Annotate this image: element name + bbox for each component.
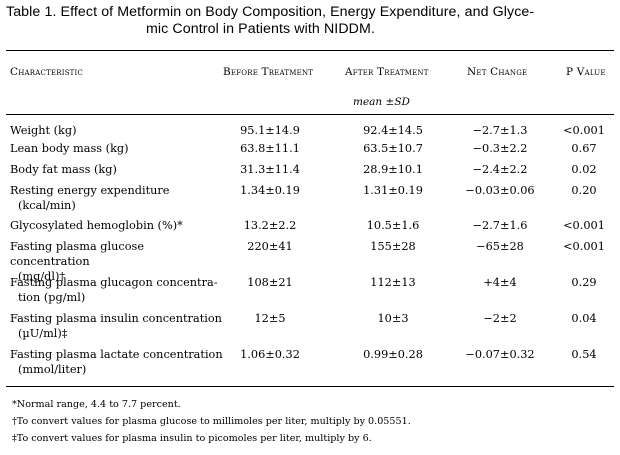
value-net-change: −0.07±0.32 xyxy=(465,348,535,361)
value-after: 92.4±14.5 xyxy=(363,124,423,137)
value-net-change: −2.7±1.3 xyxy=(472,124,528,137)
row-label: Lean body mass (kg) xyxy=(10,142,129,155)
value-net-change: −0.03±0.06 xyxy=(465,184,535,197)
row-label: Weight (kg) xyxy=(10,124,77,137)
value-after: 155±28 xyxy=(370,240,416,253)
value-net-change: −2.7±1.6 xyxy=(472,219,528,232)
value-net-change: −0.3±2.2 xyxy=(472,142,528,155)
row-label: Fasting plasma glucagon concentra-tion (… xyxy=(10,276,218,304)
value-before: 13.2±2.2 xyxy=(243,219,297,232)
value-p: 0.54 xyxy=(571,348,597,361)
value-before: 1.34±0.19 xyxy=(240,184,300,197)
value-before: 31.3±11.4 xyxy=(240,163,300,176)
row-label: Fasting plasma insulin concentration (µU/… xyxy=(10,312,222,340)
value-net-change: −65±28 xyxy=(476,240,524,253)
table-title: Table 1. Effect of Metformin on Body Com… xyxy=(6,4,612,38)
bottom-rule xyxy=(6,386,614,387)
value-after: 10±3 xyxy=(377,312,409,325)
table-title-line-2: mic Control in Patients with NIDDM. xyxy=(146,21,375,37)
footnote-hemoglobin: *Normal range, 4.4 to 7.7 percent. xyxy=(12,399,181,410)
row-label: Glycosylated hemoglobin (%)* xyxy=(10,219,183,232)
col-header-before: Before Treatment xyxy=(223,66,314,78)
col-header-net-change: Net Change xyxy=(467,66,528,78)
col-header-p-value: P Value xyxy=(566,66,606,78)
value-after: 0.99±0.28 xyxy=(363,348,423,361)
row-label: Body fat mass (kg) xyxy=(10,163,117,176)
value-p: <0.001 xyxy=(563,124,605,137)
table-title-line-1: Table 1. Effect of Metformin on Body Com… xyxy=(6,4,535,20)
value-after: 1.31±0.19 xyxy=(363,184,423,197)
value-p: 0.67 xyxy=(571,142,597,155)
value-after: 10.5±1.6 xyxy=(366,219,420,232)
value-before: 95.1±14.9 xyxy=(240,124,300,137)
row-label: Resting energy expenditure (kcal/min) xyxy=(10,184,170,212)
value-before: 1.06±0.32 xyxy=(240,348,300,361)
value-p: 0.29 xyxy=(571,276,597,289)
value-before: 12±5 xyxy=(254,312,286,325)
col-header-after: After Treatment xyxy=(345,66,429,78)
value-p: 0.04 xyxy=(571,312,597,325)
value-p: 0.02 xyxy=(571,163,597,176)
value-after: 112±13 xyxy=(370,276,416,289)
footnote-insulin: ‡To convert values for plasma insulin to… xyxy=(12,433,372,444)
top-rule xyxy=(6,50,614,51)
value-before: 63.8±11.1 xyxy=(240,142,300,155)
value-after: 63.5±10.7 xyxy=(363,142,423,155)
header-rule xyxy=(6,114,614,115)
subheader-mean-sd: mean ±SD xyxy=(353,96,410,108)
footnote-glucose: †To convert values for plasma glucose to… xyxy=(12,416,411,427)
value-p: 0.20 xyxy=(571,184,597,197)
value-p: <0.001 xyxy=(563,219,605,232)
value-before: 220±41 xyxy=(247,240,293,253)
row-label: Fasting plasma glucose concentration (mg/… xyxy=(10,240,145,283)
row-label: Fasting plasma lactate concentration (mmo… xyxy=(10,348,223,376)
value-after: 28.9±10.1 xyxy=(363,163,423,176)
value-net-change: −2±2 xyxy=(483,312,517,325)
value-before: 108±21 xyxy=(247,276,293,289)
value-net-change: +4±4 xyxy=(483,276,517,289)
col-header-characteristic: Characteristic xyxy=(10,66,84,78)
value-net-change: −2.4±2.2 xyxy=(472,163,528,176)
value-p: <0.001 xyxy=(563,240,605,253)
